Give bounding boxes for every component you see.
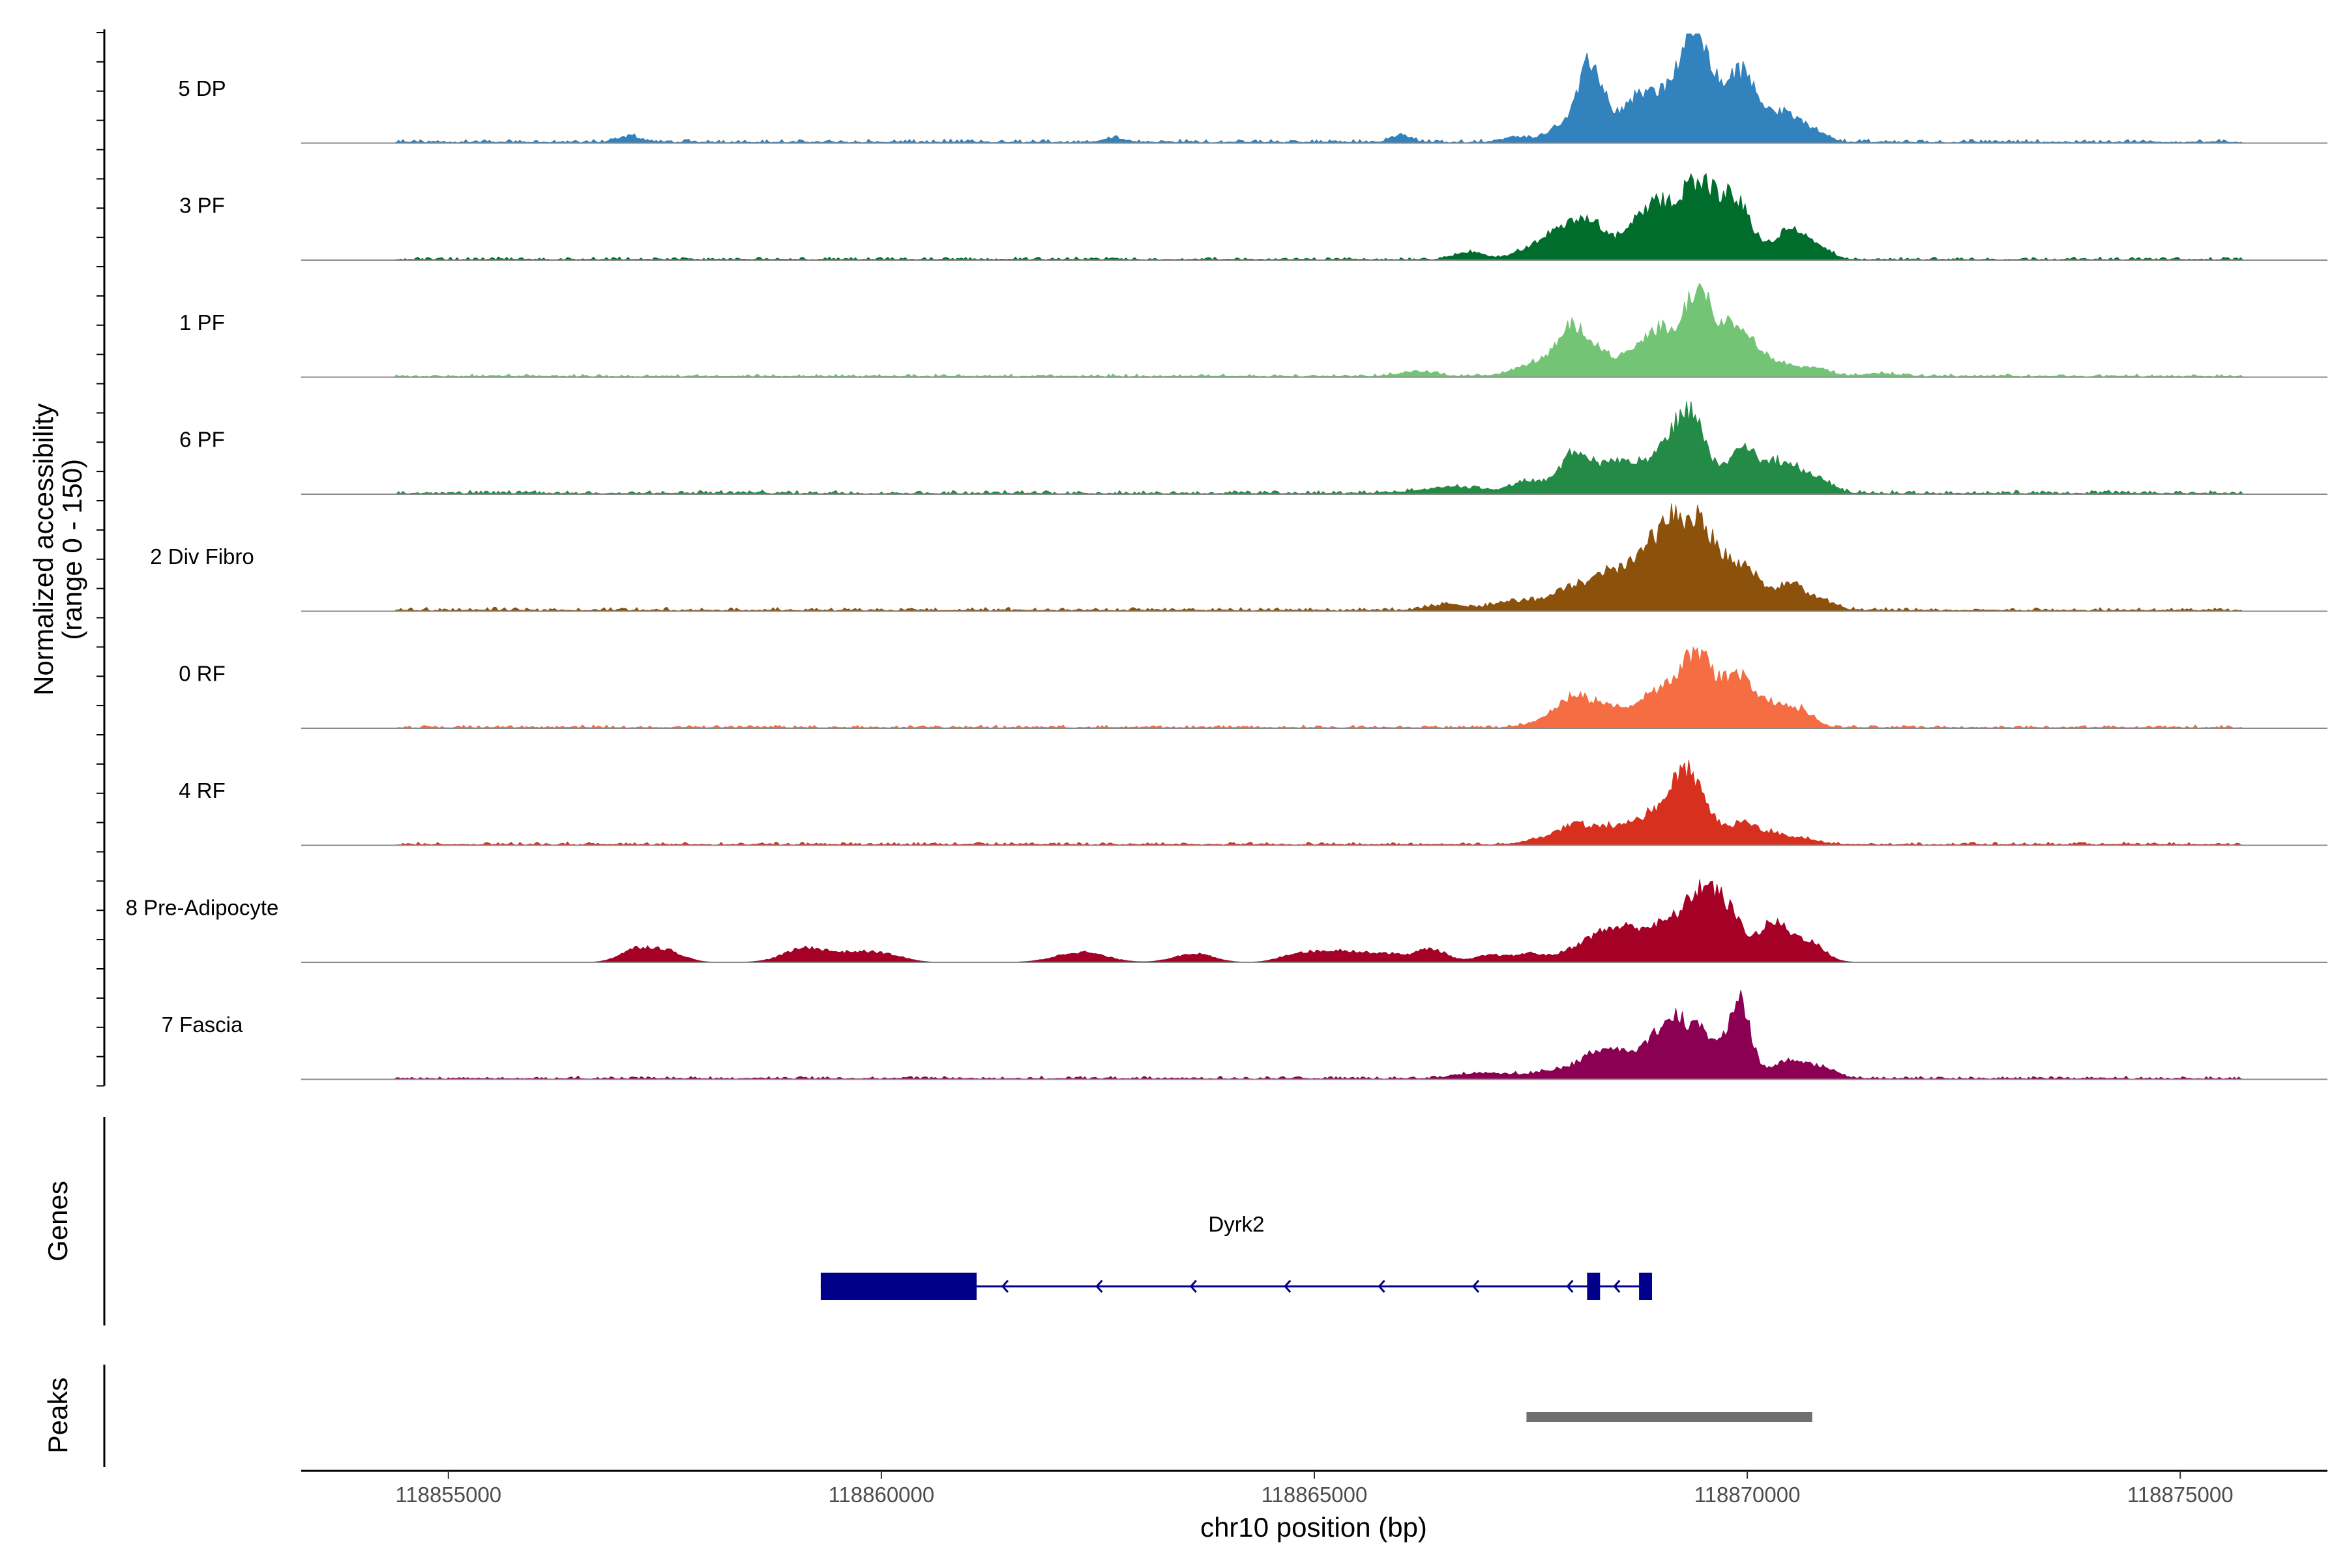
coverage-track: 6 PF <box>179 401 2327 495</box>
peak-region <box>1526 1412 1812 1422</box>
gene-exon <box>1587 1273 1601 1300</box>
coverage-track: 4 RF <box>179 760 2327 846</box>
gene-exon <box>1639 1273 1652 1300</box>
y-axis-title: Normalized accessibility(range 0 - 150) <box>28 404 87 696</box>
strand-arrow <box>1001 1280 1009 1293</box>
coverage-track: 1 PF <box>179 282 2327 378</box>
coverage-area <box>301 760 2327 846</box>
gene: Dyrk2 <box>820 1212 1652 1300</box>
coverage-track: 7 Fascia <box>162 990 2327 1080</box>
peaks-track-title: Peaks <box>42 1378 73 1454</box>
coverage-area <box>301 173 2327 261</box>
y-axis-title-line: Normalized accessibility <box>28 404 59 696</box>
x-tick-label: 118870000 <box>1694 1483 1801 1507</box>
track-label: 8 Pre-Adipocyte <box>126 896 279 920</box>
coverage-area <box>301 282 2327 377</box>
gene-exon <box>820 1273 977 1300</box>
accessibility-y-axis <box>96 29 106 1087</box>
track-label: 1 PF <box>179 310 225 334</box>
coverage-track: 3 PF <box>179 173 2327 261</box>
x-tick-label: 118855000 <box>395 1483 501 1507</box>
genes-track-title: Genes <box>42 1181 73 1262</box>
track-label: 3 PF <box>179 194 225 218</box>
x-axis-title: chr10 position (bp) <box>1200 1512 1427 1543</box>
strand-arrow <box>1284 1280 1292 1293</box>
track-label: 0 RF <box>179 662 226 686</box>
genes-track: Dyrk2 <box>820 1212 1652 1300</box>
strand-arrow <box>1471 1280 1480 1293</box>
coverage-area <box>301 990 2327 1080</box>
strand-arrow <box>1189 1280 1197 1293</box>
coverage-area <box>301 33 2327 143</box>
y-axis-title-line: (range 0 - 150) <box>57 459 87 640</box>
coverage-area <box>301 503 2327 612</box>
x-tick-label: 118875000 <box>2127 1483 2234 1507</box>
coverage-track: 2 Div Fibro <box>150 503 2327 612</box>
track-label: 6 PF <box>179 428 225 452</box>
strand-arrow <box>1378 1280 1385 1293</box>
coverage-area <box>301 879 2327 963</box>
coverage-area <box>301 401 2327 495</box>
strand-arrow <box>1613 1280 1621 1293</box>
coverage-area <box>301 646 2327 729</box>
track-label: 5 DP <box>178 76 226 100</box>
x-axis: 118855000 118860000 118865000 118870000 1188… <box>301 1470 2327 1507</box>
strand-arrow <box>1095 1280 1103 1293</box>
strand-arrow <box>1566 1280 1574 1293</box>
track-label: 4 RF <box>179 778 226 803</box>
coverage-track: 8 Pre-Adipocyte <box>126 879 2327 963</box>
track-label: 2 Div Fibro <box>150 544 254 569</box>
track-label: 7 Fascia <box>162 1013 243 1037</box>
gene-label: Dyrk2 <box>1208 1212 1264 1236</box>
coverage-track: 0 RF <box>179 646 2327 729</box>
peaks-track <box>1526 1412 1812 1422</box>
x-tick-label: 118865000 <box>1262 1483 1368 1507</box>
coverage-tracks: 5 DP 3 PF 1 PF 6 PF 2 Div Fibro 0 RF 4 RF 8 Pre… <box>126 33 2327 1080</box>
coverage-track: 5 DP <box>178 33 2327 144</box>
x-tick-label: 118860000 <box>829 1483 935 1507</box>
